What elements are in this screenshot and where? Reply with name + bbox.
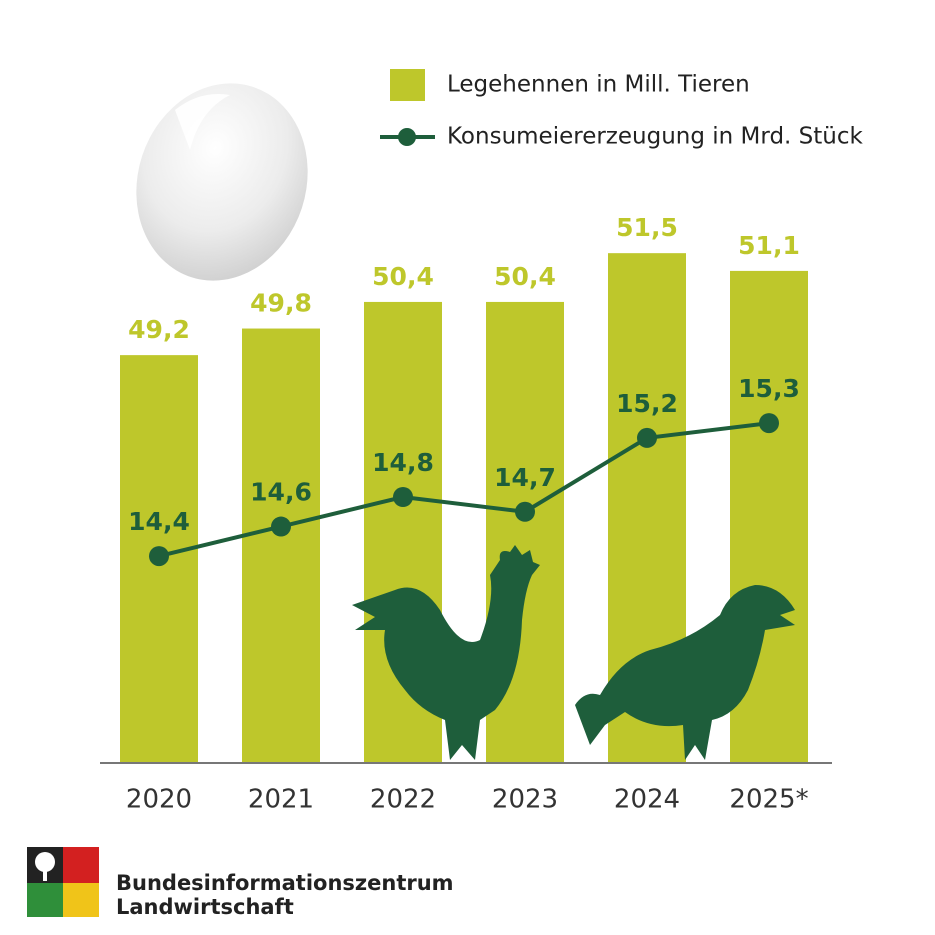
x-tick-label: 2022 bbox=[370, 785, 436, 815]
x-tick-label: 2024 bbox=[614, 785, 680, 815]
bar bbox=[242, 328, 320, 763]
bar-value-label: 51,5 bbox=[616, 213, 678, 242]
rooster-illustration bbox=[352, 545, 795, 760]
x-tick-label: 2021 bbox=[248, 785, 314, 815]
bar-value-label: 50,4 bbox=[494, 262, 556, 291]
legend-swatch bbox=[390, 69, 425, 101]
footer-line: Bundesinformationszentrum bbox=[116, 871, 454, 895]
line-point bbox=[393, 487, 413, 507]
line-point bbox=[271, 516, 291, 537]
line-value-label: 14,6 bbox=[250, 478, 312, 507]
line-point bbox=[149, 546, 169, 567]
x-tick-label: 2025* bbox=[729, 785, 808, 815]
line-value-label: 15,2 bbox=[616, 389, 678, 418]
footer-line: Landwirtschaft bbox=[116, 895, 294, 919]
legend-label: Legehennen in Mill. Tieren bbox=[447, 72, 750, 98]
bar-value-label: 51,1 bbox=[738, 231, 800, 260]
line bbox=[158, 421, 770, 559]
line-value-label: 15,3 bbox=[738, 374, 800, 403]
legend-label: Konsumeiererzeugung in Mrd. Stück bbox=[447, 124, 864, 150]
line-point bbox=[637, 427, 657, 448]
legend-marker bbox=[398, 128, 416, 146]
x-tick-label: 2023 bbox=[492, 785, 558, 815]
bar-value-label: 49,8 bbox=[250, 289, 312, 318]
bar-value-label: 50,4 bbox=[372, 262, 434, 291]
line-point bbox=[515, 501, 535, 522]
line-point bbox=[759, 413, 779, 434]
line-value-label: 14,4 bbox=[128, 507, 190, 536]
line-value-label: 14,8 bbox=[372, 448, 434, 477]
logo bbox=[27, 847, 99, 917]
x-tick-label: 2020 bbox=[126, 785, 192, 815]
egg-illustration bbox=[136, 83, 308, 281]
bar-value-label: 49,2 bbox=[128, 315, 190, 344]
line-value-label: 14,7 bbox=[494, 463, 556, 492]
